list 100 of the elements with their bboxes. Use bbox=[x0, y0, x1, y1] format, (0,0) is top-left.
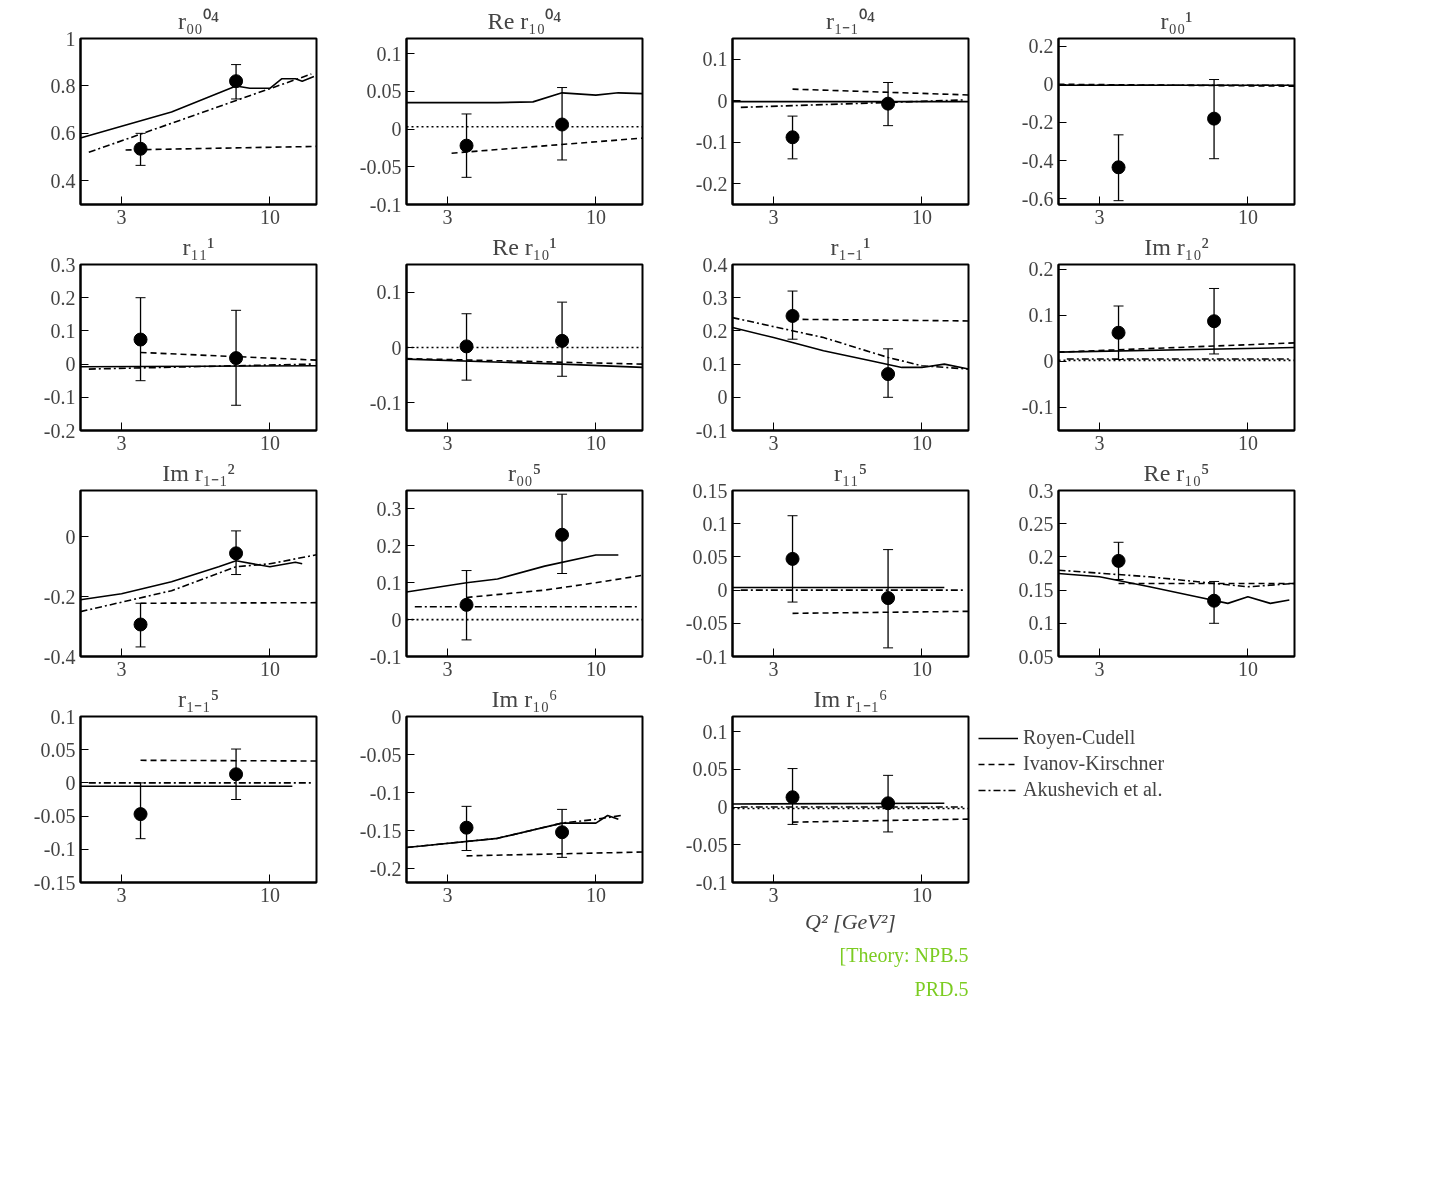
y-tick-label: -0.1 bbox=[369, 781, 402, 804]
y-tick-label: 0.2 bbox=[702, 319, 728, 342]
y-tick-label: -0.15 bbox=[359, 819, 402, 842]
y-tick-label: -0.1 bbox=[369, 645, 402, 668]
x-tick-label: 10 bbox=[911, 657, 932, 680]
x-tick-label: 10 bbox=[259, 431, 280, 454]
y-tick-label: 0 bbox=[717, 89, 728, 112]
y-tick-label: 0.2 bbox=[1028, 35, 1054, 58]
y-tick-label: -0.2 bbox=[1021, 111, 1054, 134]
y-tick-label: 0.4 bbox=[50, 169, 76, 192]
chart-title: r₀₀¹ bbox=[1160, 7, 1193, 34]
y-tick-label: 0.15 bbox=[692, 479, 728, 502]
y-tick-label: -0.6 bbox=[1021, 187, 1054, 210]
y-tick-label: 0.4 bbox=[702, 253, 728, 276]
y-tick-label: 0 bbox=[717, 579, 728, 602]
y-tick-label: -0.4 bbox=[43, 645, 76, 668]
chart-title: Im r₁₋₁⁶ bbox=[813, 685, 888, 712]
y-tick-label: -0.2 bbox=[695, 172, 728, 195]
y-tick-label: 0 bbox=[391, 336, 402, 359]
text: [Theory: NPB.5 bbox=[839, 943, 969, 967]
x-tick-label: 3 bbox=[768, 431, 779, 454]
x-tick-label: 10 bbox=[911, 431, 932, 454]
y-tick-label: -0.1 bbox=[369, 193, 402, 216]
x-tick-label: 3 bbox=[1094, 205, 1105, 228]
chart-title: r₁₁⁵ bbox=[833, 459, 868, 486]
y-tick-label: -0.15 bbox=[33, 871, 76, 894]
y-tick-label: 0.1 bbox=[702, 720, 728, 743]
y-tick-label: -0.4 bbox=[1021, 149, 1054, 172]
x-tick-label: 3 bbox=[768, 883, 779, 906]
y-tick-label: -0.05 bbox=[685, 612, 728, 635]
chart-title: Re r₁₀¹ bbox=[492, 233, 557, 260]
x-tick-label: 10 bbox=[1237, 431, 1258, 454]
y-tick-label: -0.1 bbox=[695, 871, 728, 894]
y-tick-label: 0.6 bbox=[50, 122, 76, 145]
x-tick-label: 10 bbox=[911, 205, 932, 228]
y-tick-label: -0.05 bbox=[33, 805, 76, 828]
y-tick-label: -0.2 bbox=[369, 857, 402, 880]
y-tick-label: 0.05 bbox=[692, 545, 728, 568]
y-tick-label: 0.25 bbox=[1018, 512, 1054, 535]
x-tick-label: 10 bbox=[259, 205, 280, 228]
y-tick-label: -0.1 bbox=[695, 131, 728, 154]
x-tick-label: 10 bbox=[585, 431, 606, 454]
x-tick-label: 3 bbox=[442, 431, 453, 454]
chart-title: r₁₋₁¹ bbox=[830, 233, 871, 260]
y-tick-label: 0.15 bbox=[1018, 579, 1054, 602]
y-tick-label: -0.1 bbox=[43, 386, 76, 409]
y-tick-label: -0.1 bbox=[695, 645, 728, 668]
x-tick-label: 3 bbox=[768, 657, 779, 680]
chart-title: r₀₀⁰⁴ bbox=[177, 7, 220, 34]
y-tick-label: 0.2 bbox=[376, 534, 402, 557]
y-tick-label: -0.2 bbox=[43, 419, 76, 442]
y-tick-label: 0.05 bbox=[692, 758, 728, 781]
x-tick-label: 10 bbox=[1237, 657, 1258, 680]
y-tick-label: -0.1 bbox=[43, 838, 76, 861]
x-tick-label: 3 bbox=[768, 205, 779, 228]
y-tick-label: 0.2 bbox=[1028, 258, 1054, 281]
y-tick-label: 0.3 bbox=[376, 497, 402, 520]
y-tick-label: 0.1 bbox=[702, 512, 728, 535]
y-tick-label: 0.2 bbox=[1028, 545, 1054, 568]
x-tick-label: 3 bbox=[116, 657, 127, 680]
chart-title: r₁₁¹ bbox=[182, 233, 215, 260]
y-tick-label: 0.1 bbox=[1028, 612, 1054, 635]
x-tick-label: 3 bbox=[442, 205, 453, 228]
y-tick-label: 0.1 bbox=[376, 571, 402, 594]
y-tick-label: 0.1 bbox=[376, 281, 402, 304]
x-axis-title: Q² [GeV²] bbox=[805, 908, 896, 934]
text: PRD.5 bbox=[914, 977, 969, 1000]
chart-title: Im r₁₋₁² bbox=[162, 459, 235, 486]
y-tick-label: 0 bbox=[65, 353, 76, 376]
y-tick-label: -0.1 bbox=[695, 419, 728, 442]
x-tick-label: 10 bbox=[585, 883, 606, 906]
legend-label: Akushevich et al. bbox=[1023, 778, 1163, 801]
y-tick-label: -0.1 bbox=[369, 391, 402, 414]
y-tick-label: 0.8 bbox=[50, 74, 76, 97]
y-tick-label: 0 bbox=[717, 796, 728, 819]
y-tick-label: 0.3 bbox=[1028, 479, 1054, 502]
x-tick-label: 10 bbox=[911, 883, 932, 906]
chart-title: r₁₋₁⁰⁴ bbox=[825, 7, 876, 34]
y-tick-label: 0.05 bbox=[40, 738, 76, 761]
y-tick-label: 0.2 bbox=[50, 286, 76, 309]
y-tick-label: 0 bbox=[717, 386, 728, 409]
x-tick-label: 10 bbox=[585, 205, 606, 228]
chart-title: Re r₁₀⁰⁴ bbox=[487, 7, 562, 34]
x-tick-label: 3 bbox=[116, 431, 127, 454]
chart-title: Im r₁₀² bbox=[1144, 233, 1209, 260]
y-tick-label: 0 bbox=[65, 525, 76, 548]
y-tick-label: -0.05 bbox=[359, 155, 402, 178]
y-tick-label: 0.1 bbox=[1028, 304, 1054, 327]
y-tick-label: 0 bbox=[1043, 350, 1054, 373]
y-tick-label: 0.1 bbox=[50, 705, 76, 728]
y-tick-label: -0.2 bbox=[43, 585, 76, 608]
y-tick-label: -0.05 bbox=[359, 743, 402, 766]
x-tick-label: 10 bbox=[259, 883, 280, 906]
y-tick-label: 0.1 bbox=[376, 42, 402, 65]
chart-title: r₁₋₁⁵ bbox=[177, 685, 220, 712]
y-tick-label: 0 bbox=[1043, 73, 1054, 96]
y-tick-label: 0 bbox=[391, 705, 402, 728]
x-tick-label: 3 bbox=[1094, 431, 1105, 454]
y-tick-label: 0 bbox=[391, 608, 402, 631]
chart-title: r₀₀⁵ bbox=[507, 459, 542, 486]
